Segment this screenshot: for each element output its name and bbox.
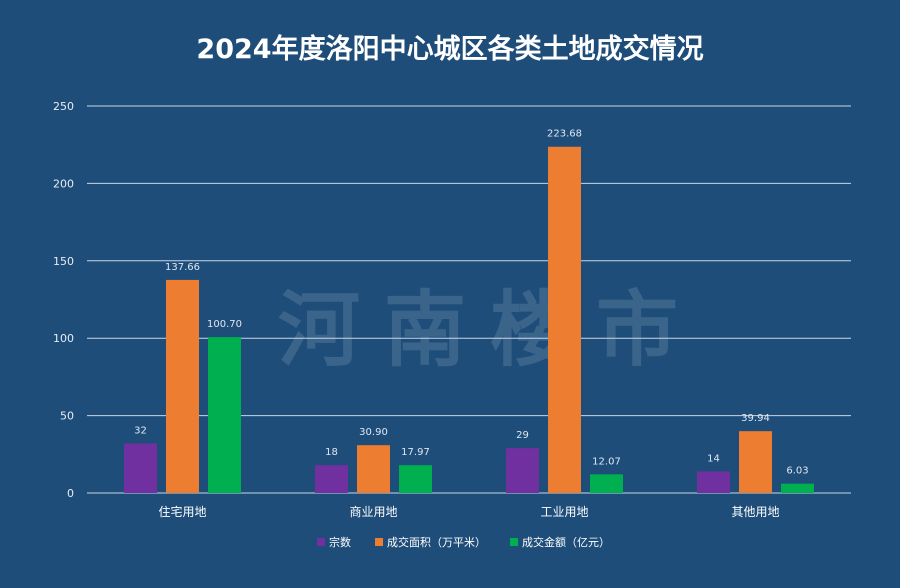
legend-swatch [317, 538, 325, 546]
watermark: 河南楼市 [278, 283, 702, 378]
y-tick-label: 150 [53, 255, 74, 268]
bars: 32 137.66 100.70 18 30.90 17.97 29 223.68 12.07 1… [124, 129, 814, 494]
y-tick-label: 250 [53, 100, 74, 113]
legend-swatch [375, 538, 383, 546]
data-label: 17.97 [401, 447, 430, 458]
chart-title: 2024年度洛阳中心城区各类土地成交情况 [196, 33, 703, 65]
x-tick-label: 住宅用地 [158, 504, 206, 519]
bar [739, 431, 772, 493]
data-label: 12.07 [592, 456, 621, 467]
data-label: 100.70 [207, 319, 242, 330]
legend: 宗数 成交面积（万平米） 成交金额（亿元） [317, 535, 610, 549]
legend-label: 宗数 [329, 535, 351, 549]
data-label: 18 [325, 447, 338, 458]
y-tick-label: 100 [53, 332, 74, 345]
bar [548, 146, 581, 494]
bar [697, 471, 730, 493]
bar [357, 445, 390, 493]
y-tick-label: 50 [60, 410, 74, 423]
y-tick-label: 0 [67, 487, 74, 500]
data-label: 30.90 [359, 427, 388, 438]
bar [399, 465, 432, 493]
bar [208, 337, 241, 493]
legend-label: 成交金额（亿元） [522, 535, 610, 549]
data-label: 39.94 [741, 413, 770, 424]
data-label: 137.66 [165, 262, 200, 273]
data-label: 32 [134, 425, 147, 436]
y-tick-label: 200 [53, 177, 74, 190]
x-axis: 住宅用地 商业用地 工业用地 其他用地 [158, 504, 779, 519]
bar [506, 448, 539, 493]
data-label: 223.68 [547, 129, 582, 140]
bar [315, 465, 348, 493]
x-tick-label: 工业用地 [540, 505, 588, 519]
x-tick-label: 商业用地 [349, 504, 397, 519]
data-label: 6.03 [786, 466, 808, 477]
bar [590, 474, 623, 493]
legend-swatch [510, 538, 518, 546]
y-axis: 0 50 100 150 200 250 [53, 100, 74, 500]
bar [124, 443, 157, 493]
x-tick-label: 其他用地 [731, 505, 779, 519]
data-label: 14 [707, 453, 720, 464]
data-label: 29 [516, 430, 529, 441]
bar [781, 483, 814, 493]
bar [166, 279, 199, 493]
legend-label: 成交面积（万平米） [387, 535, 486, 549]
